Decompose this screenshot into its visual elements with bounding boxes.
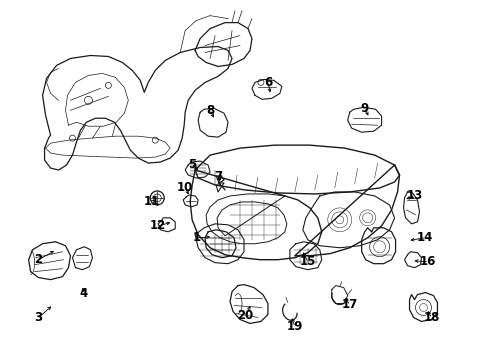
Text: 14: 14 [416,231,433,244]
Text: 16: 16 [419,255,436,268]
Text: 20: 20 [237,309,253,322]
Text: 1: 1 [193,231,201,244]
Text: 11: 11 [144,195,160,208]
Text: 18: 18 [423,311,440,324]
Text: 3: 3 [34,311,43,324]
Text: 6: 6 [264,76,272,89]
Text: 4: 4 [79,287,88,300]
Text: 8: 8 [206,104,214,117]
Text: 10: 10 [177,181,193,194]
Text: 13: 13 [406,189,423,202]
Text: 9: 9 [361,102,369,115]
Text: 12: 12 [150,219,167,232]
Text: 7: 7 [214,170,222,183]
Text: 17: 17 [342,298,358,311]
Text: 19: 19 [287,320,303,333]
Text: 2: 2 [34,253,43,266]
Text: 15: 15 [299,255,316,268]
Text: 5: 5 [188,158,196,171]
